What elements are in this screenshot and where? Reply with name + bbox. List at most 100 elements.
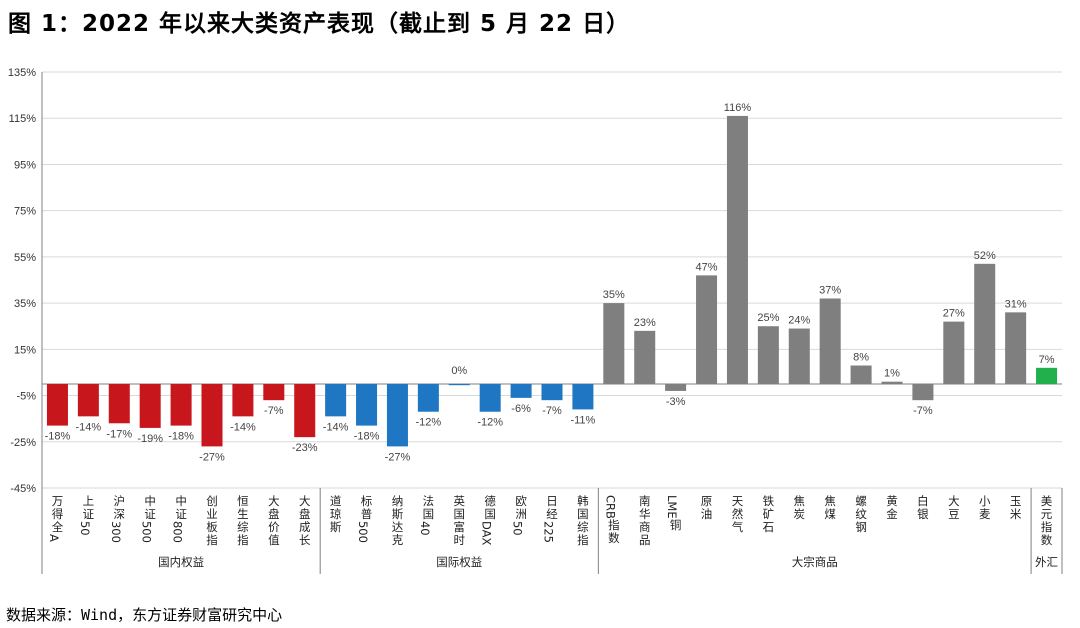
- svg-text:国: 国: [454, 507, 466, 521]
- data-label: -11%: [570, 414, 595, 426]
- svg-text:指: 指: [577, 533, 589, 547]
- svg-text:中: 中: [144, 494, 156, 508]
- svg-text:40: 40: [418, 521, 432, 536]
- svg-text:洲: 洲: [515, 507, 527, 521]
- data-label: 25%: [757, 312, 779, 324]
- svg-text:A: A: [47, 534, 61, 542]
- bar: [108, 384, 130, 424]
- category-label: 焦炭: [794, 494, 806, 521]
- bar: [386, 384, 408, 447]
- bar: [726, 115, 748, 385]
- category-label: 小麦: [979, 494, 991, 521]
- svg-text:焦: 焦: [794, 494, 806, 508]
- y-tick-label: 35%: [14, 298, 36, 310]
- svg-text:英: 英: [454, 494, 466, 508]
- data-label: -7%: [913, 405, 933, 417]
- data-label: 31%: [1005, 298, 1027, 310]
- chart-title: 图 1：2022 年以来大类资产表现（截止到 5 月 22 日）: [8, 11, 631, 37]
- bar: [232, 384, 254, 417]
- bar: [294, 384, 316, 438]
- svg-text:800: 800: [171, 521, 185, 543]
- bar: [603, 303, 625, 384]
- svg-text:麦: 麦: [979, 507, 991, 521]
- svg-text:国: 国: [423, 507, 435, 521]
- group-label: 国际权益: [436, 555, 482, 569]
- data-label: 27%: [943, 308, 965, 320]
- category-label: 道琼斯: [330, 494, 342, 534]
- svg-text:大: 大: [948, 494, 960, 508]
- data-label: -27%: [199, 451, 225, 463]
- svg-text:品: 品: [639, 533, 651, 547]
- svg-text:大: 大: [299, 494, 311, 508]
- svg-text:天: 天: [732, 494, 744, 508]
- data-label: -23%: [292, 442, 318, 454]
- svg-text:恒: 恒: [237, 494, 249, 508]
- svg-text:白: 白: [917, 494, 929, 508]
- bar: [201, 384, 223, 447]
- category-label: 焦煤: [824, 494, 836, 521]
- bar: [263, 384, 285, 401]
- data-label: 7%: [1039, 354, 1055, 366]
- svg-text:300: 300: [109, 521, 123, 543]
- data-label: 8%: [853, 352, 869, 364]
- bar: [912, 384, 934, 401]
- group-label: 大宗商品: [792, 555, 838, 569]
- bar: [850, 365, 872, 384]
- svg-text:石: 石: [763, 520, 775, 534]
- svg-text:斯: 斯: [392, 507, 404, 521]
- svg-text:综: 综: [237, 520, 249, 534]
- svg-text:盘: 盘: [299, 507, 311, 521]
- svg-text:50: 50: [511, 521, 525, 536]
- data-label: 37%: [819, 284, 841, 296]
- svg-text:盘: 盘: [268, 507, 280, 521]
- svg-text:道: 道: [330, 494, 342, 508]
- bar: [510, 384, 532, 398]
- svg-text:深: 深: [114, 507, 126, 521]
- svg-text:克: 克: [392, 533, 404, 547]
- category-label: 黄金: [886, 494, 898, 521]
- svg-text:沪: 沪: [114, 494, 126, 508]
- y-tick-label: 75%: [14, 206, 36, 218]
- bar: [541, 384, 563, 401]
- bar: [1036, 367, 1058, 384]
- svg-text:矿: 矿: [763, 507, 775, 521]
- svg-text:钢: 钢: [855, 520, 867, 534]
- svg-text:气: 气: [732, 520, 744, 534]
- data-label: -18%: [45, 431, 71, 443]
- data-label: -18%: [354, 431, 380, 443]
- svg-text:板: 板: [206, 520, 218, 534]
- data-label: -14%: [230, 421, 256, 433]
- svg-text:铁: 铁: [763, 494, 775, 508]
- bar: [448, 384, 470, 386]
- svg-text:焦: 焦: [824, 494, 836, 508]
- svg-text:小: 小: [979, 494, 991, 508]
- svg-text:豆: 豆: [948, 507, 960, 521]
- svg-text:指: 指: [1041, 520, 1053, 534]
- category-label: 铁矿石: [763, 494, 775, 534]
- svg-text:指: 指: [206, 533, 218, 547]
- bar: [139, 384, 161, 428]
- svg-text:德: 德: [484, 494, 496, 508]
- svg-text:达: 达: [392, 520, 404, 534]
- svg-text:纳: 纳: [392, 494, 404, 508]
- svg-text:国: 国: [577, 507, 589, 521]
- svg-text:美: 美: [1041, 494, 1053, 508]
- svg-text:欧: 欧: [515, 494, 527, 508]
- svg-text:长: 长: [299, 533, 311, 547]
- category-label: 天然气: [732, 494, 744, 534]
- svg-text:螺: 螺: [855, 494, 867, 508]
- data-label: -17%: [106, 428, 132, 440]
- y-tick-label: 55%: [14, 252, 36, 264]
- data-label: 0%: [451, 365, 467, 377]
- svg-text:证: 证: [144, 507, 156, 521]
- svg-text:证: 证: [83, 507, 95, 521]
- svg-text:225: 225: [542, 521, 556, 543]
